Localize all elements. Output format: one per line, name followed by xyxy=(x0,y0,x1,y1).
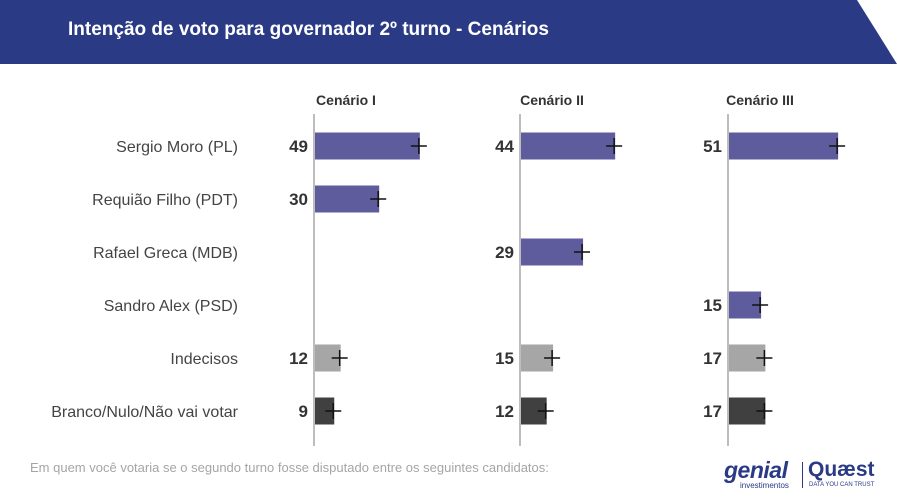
data-label: 17 xyxy=(703,349,722,368)
page-title: Intenção de voto para governador 2º turn… xyxy=(68,19,549,40)
quaest-logo: Quæst DATA YOU CAN TRUST xyxy=(808,458,880,492)
bar xyxy=(315,132,420,160)
bar xyxy=(521,238,584,266)
category-label: Sandro Alex (PSD) xyxy=(104,298,238,315)
category-label: Indecisos xyxy=(170,351,238,368)
category-label: Sergio Moro (PL) xyxy=(116,139,238,156)
data-label: 49 xyxy=(289,137,308,156)
data-label: 17 xyxy=(703,402,722,421)
bar xyxy=(521,132,616,160)
quaest-logo-subtext: DATA YOU CAN TRUST xyxy=(809,482,875,488)
bar xyxy=(729,132,839,160)
logo-separator xyxy=(802,462,803,488)
genial-logo: genial investimentos xyxy=(724,458,800,492)
scenario-header: Cenário I xyxy=(316,92,376,108)
category-label: Rafael Greca (MDB) xyxy=(93,245,238,262)
scenario-header: Cenário III xyxy=(726,92,794,108)
scenario-header: Cenário II xyxy=(520,92,584,108)
genial-logo-subtext: investimentos xyxy=(740,481,789,490)
data-label: 51 xyxy=(703,137,722,156)
bar xyxy=(315,185,380,213)
data-label: 30 xyxy=(289,190,308,209)
genial-logo-text: genial xyxy=(724,457,788,483)
header-banner: Intenção de voto para governador 2º turn… xyxy=(0,0,897,64)
data-label: 44 xyxy=(495,137,514,156)
data-label: 29 xyxy=(495,243,514,262)
data-label: 15 xyxy=(495,349,514,368)
bar xyxy=(315,397,335,425)
header-corner-cut xyxy=(857,0,897,64)
quaest-logo-text: Quæst xyxy=(808,458,875,481)
category-label: Branco/Nulo/Não vai votar xyxy=(51,404,238,421)
data-label: 15 xyxy=(703,296,722,315)
data-label: 9 xyxy=(299,402,308,421)
chart-footnote: Em quem você votaria se o segundo turno … xyxy=(30,460,549,475)
data-label: 12 xyxy=(289,349,308,368)
category-label: Requião Filho (PDT) xyxy=(92,192,238,209)
data-label: 12 xyxy=(495,402,514,421)
vote-intention-chart: Sergio Moro (PL) Requião Filho (PDT) Rafae… xyxy=(51,92,846,446)
